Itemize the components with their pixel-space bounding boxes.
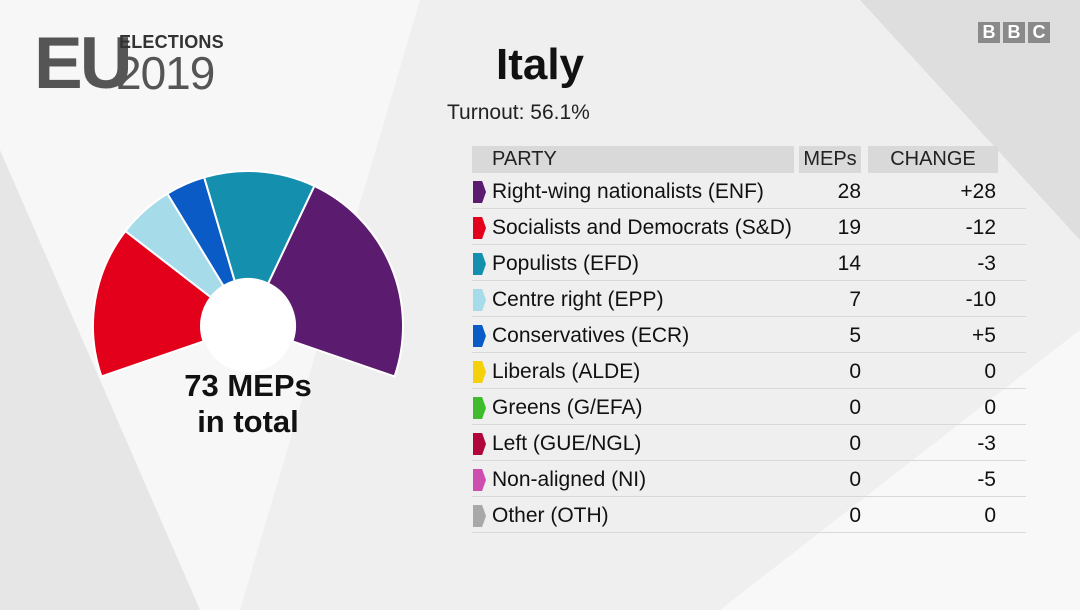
- party-meps: 0: [849, 432, 861, 455]
- party-meps: 19: [837, 216, 861, 239]
- party-meps: 7: [849, 288, 861, 311]
- party-change: -3: [977, 432, 996, 455]
- party-meps: 28: [837, 180, 861, 203]
- table-row: Centre right (EPP) 7 -10: [472, 283, 1026, 317]
- party-color-swatch: [473, 217, 486, 239]
- party-meps: 0: [849, 468, 861, 491]
- table-row: Socialists and Democrats (S&D) 19 -12: [472, 211, 1026, 245]
- party-change: +5: [972, 324, 996, 347]
- party-meps: 0: [849, 396, 861, 419]
- party-meps: 5: [849, 324, 861, 347]
- table-row: Other (OTH) 0 0: [472, 499, 1026, 533]
- party-name: Conservatives (ECR): [492, 324, 690, 347]
- page-title: Italy: [495, 40, 585, 89]
- party-color-swatch: [473, 361, 486, 383]
- party-change: 0: [984, 396, 996, 419]
- table-row: Non-aligned (NI) 0 -5: [472, 463, 1026, 497]
- table-row: Right-wing nationalists (ENF) 28 +28: [472, 175, 1026, 209]
- header-change: CHANGE: [868, 146, 998, 173]
- party-color-swatch: [473, 289, 486, 311]
- party-color-swatch: [473, 433, 486, 455]
- party-color-swatch: [473, 397, 486, 419]
- party-name: Socialists and Democrats (S&D): [492, 216, 792, 239]
- party-name: Greens (G/EFA): [492, 396, 643, 419]
- party-change: -10: [965, 288, 996, 311]
- chart-center-hole: [202, 280, 294, 372]
- bbc-logo-letter-1: B: [978, 22, 1000, 43]
- total-meps-line-1: 73 MEPs: [184, 368, 312, 403]
- party-color-swatch: [473, 325, 486, 347]
- party-color-swatch: [473, 469, 486, 491]
- seat-segment-1: [92, 229, 213, 378]
- table-row: Liberals (ALDE) 0 0: [472, 355, 1026, 389]
- party-name: Populists (EFD): [492, 252, 640, 275]
- party-change: 0: [984, 360, 996, 383]
- party-change: +28: [960, 180, 996, 203]
- logo-eu-text: EU: [34, 23, 132, 104]
- table-header: PARTY MEPs CHANGE: [472, 143, 1026, 173]
- table-body: Right-wing nationalists (ENF) 28 +28 Social…: [472, 175, 1026, 533]
- total-meps-label: 73 MEPs in total: [148, 368, 348, 440]
- party-meps: 0: [849, 504, 861, 527]
- table-row: Conservatives (ECR) 5 +5: [472, 319, 1026, 353]
- party-color-swatch: [473, 253, 486, 275]
- table-row: Greens (G/EFA) 0 0: [472, 391, 1026, 425]
- party-name: Non-aligned (NI): [492, 468, 647, 491]
- party-name: Right-wing nationalists (ENF): [492, 180, 764, 203]
- party-color-swatch: [473, 505, 486, 527]
- party-name: Liberals (ALDE): [492, 360, 641, 383]
- header-party: PARTY: [472, 146, 794, 173]
- party-name: Other (OTH): [492, 504, 609, 527]
- party-change: -12: [965, 216, 996, 239]
- logo-year-text: 2019: [116, 47, 215, 99]
- party-color-swatch: [473, 181, 486, 203]
- party-change: 0: [984, 504, 996, 527]
- party-meps: 0: [849, 360, 861, 383]
- table-row: Left (GUE/NGL) 0 -3: [472, 427, 1026, 461]
- header-meps: MEPs: [799, 146, 861, 173]
- turnout-text: Turnout: 56.1%: [447, 101, 590, 124]
- party-meps: 14: [837, 252, 861, 275]
- logo-elections-text: ELECTIONS: [119, 32, 224, 52]
- results-table: PARTY MEPs CHANGE Right-wing nationalist…: [472, 143, 1026, 533]
- party-name: Centre right (EPP): [492, 288, 664, 311]
- party-change: -5: [977, 468, 996, 491]
- seat-segment-5: [266, 184, 404, 378]
- table-row: Populists (EFD) 14 -3: [472, 247, 1026, 281]
- bbc-logo: B B C: [978, 22, 1050, 43]
- total-meps-line-2: in total: [197, 404, 299, 439]
- party-name: Left (GUE/NGL): [492, 432, 642, 455]
- party-change: -3: [977, 252, 996, 275]
- bbc-logo-letter-2: B: [1003, 22, 1025, 43]
- bbc-logo-letter-3: C: [1028, 22, 1050, 43]
